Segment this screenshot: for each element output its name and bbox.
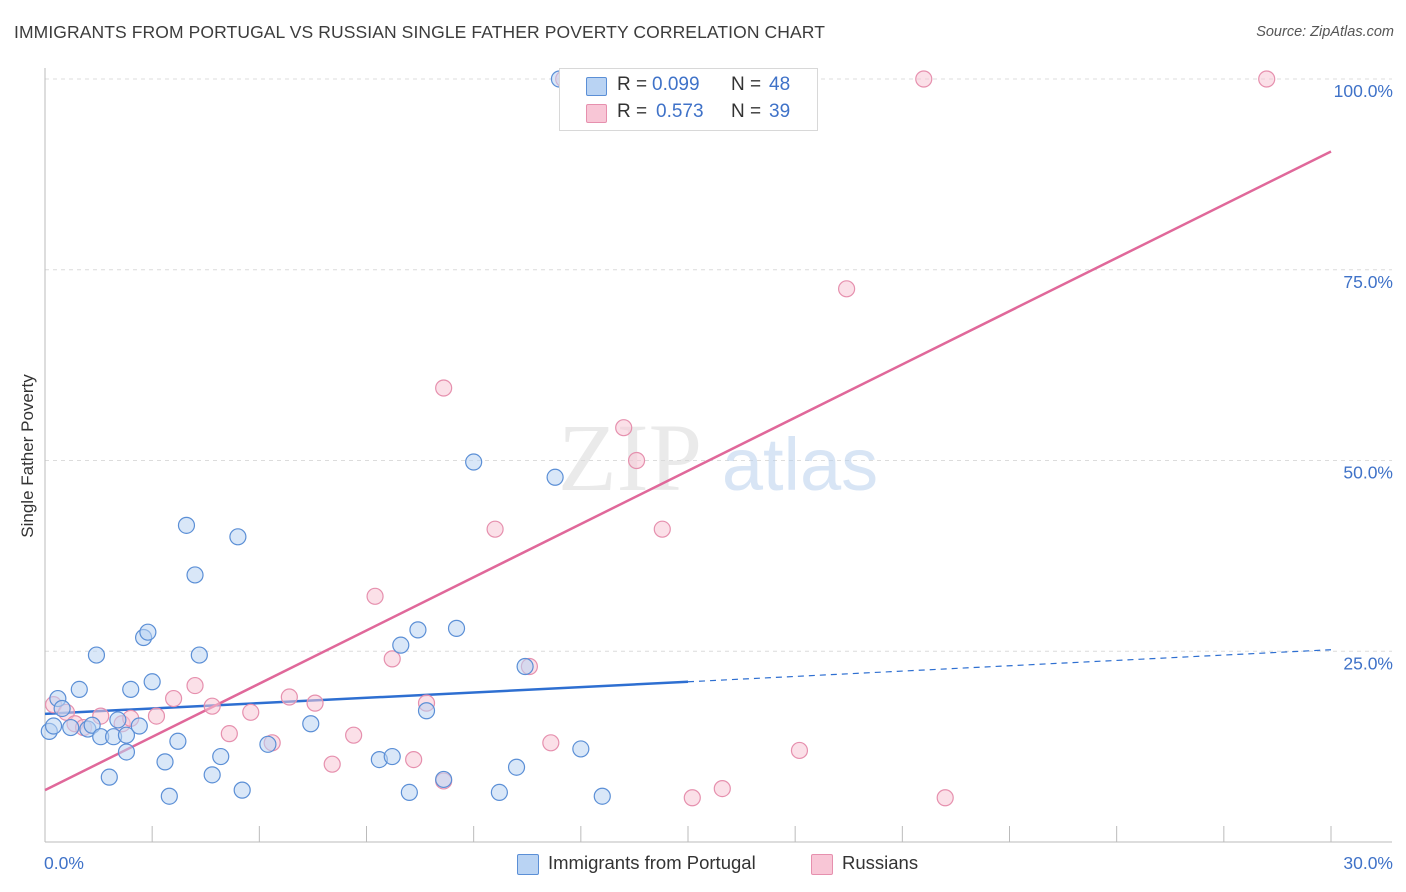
trend-lines (44, 150, 1332, 792)
point-portugal (160, 787, 178, 805)
point-russians (713, 779, 731, 798)
point-portugal (44, 717, 63, 735)
point-russians (790, 741, 809, 760)
point-portugal (302, 715, 320, 733)
point-russians (345, 726, 363, 744)
point-russians (147, 707, 166, 725)
point-russians (683, 789, 701, 807)
legend-r-label: R = (617, 74, 648, 95)
point-russians (1258, 70, 1276, 88)
legend-swatch-blue (586, 77, 607, 96)
point-russians (542, 734, 560, 752)
point-russians (186, 676, 204, 695)
point-portugal (229, 528, 247, 546)
legend-r-value: 0.099 (652, 74, 700, 95)
chart-title: IMMIGRANTS FROM PORTUGAL VS RUSSIAN SING… (14, 22, 826, 42)
point-russians (165, 689, 183, 708)
point-russians (280, 688, 298, 706)
point-portugal (83, 716, 101, 734)
point-portugal (117, 743, 136, 761)
point-russians (323, 755, 341, 773)
legend-n-value: 39 (769, 101, 791, 122)
point-russians (203, 697, 221, 715)
watermark: ZIP atlas (558, 404, 878, 511)
legend-r-value: 0.573 (656, 101, 704, 122)
point-portugal (109, 711, 127, 729)
legend-label: Russians (842, 852, 919, 873)
trend-line-portugal (44, 680, 689, 716)
legend-swatch-pink (586, 104, 607, 123)
point-portugal (156, 753, 174, 771)
point-portugal (572, 740, 590, 758)
trend-line-russians (44, 150, 1332, 792)
legend-r-label: R = (617, 101, 648, 122)
point-russians (838, 280, 856, 298)
point-portugal (400, 783, 418, 802)
point-russians (653, 520, 671, 538)
y-tick-label: 100.0% (1334, 81, 1393, 101)
x-tick-label: 30.0% (1343, 853, 1393, 873)
point-portugal (117, 726, 136, 744)
point-portugal (186, 566, 204, 584)
point-portugal (417, 702, 436, 720)
point-portugal (130, 717, 148, 735)
y-tick-label: 75.0% (1343, 272, 1393, 292)
point-portugal (465, 453, 483, 471)
point-portugal (546, 468, 564, 486)
point-portugal (392, 636, 410, 654)
watermark-atlas: atlas (722, 423, 878, 506)
legend-n-label: N = (731, 101, 762, 122)
point-russians (220, 725, 238, 743)
legend-n-value: 48 (769, 74, 791, 95)
point-russians (627, 451, 646, 470)
legend-n-label: N = (731, 74, 762, 95)
y-tick-label: 50.0% (1343, 463, 1393, 483)
point-russians (936, 789, 954, 807)
point-russians (306, 694, 324, 712)
point-portugal (177, 516, 196, 534)
point-portugal (62, 718, 80, 737)
point-portugal (139, 623, 157, 641)
point-russians (242, 703, 260, 721)
point-portugal (516, 657, 534, 676)
point-portugal (409, 621, 427, 639)
point-portugal (259, 735, 277, 753)
tick-labels: 25.0% 50.0% 75.0% 100.0% 0.0% 30.0% (44, 81, 1393, 873)
point-portugal (87, 646, 106, 664)
point-portugal (203, 766, 221, 784)
point-portugal (53, 699, 71, 718)
point-russians (615, 419, 633, 437)
point-russians (383, 650, 401, 668)
correlation-legend: R = 0.099 N = 48 R = 0.573 N = 39 (559, 68, 818, 131)
point-portugal (383, 747, 401, 766)
y-axis-label: Single Father Poverty (18, 374, 37, 538)
legend-swatch-pink (811, 854, 833, 875)
point-portugal (507, 758, 526, 776)
point-portugal (143, 673, 161, 691)
chart-source: Source: ZipAtlas.com (1256, 24, 1394, 40)
point-portugal (447, 619, 466, 637)
point-portugal (190, 646, 208, 664)
point-portugal (490, 783, 508, 802)
gridlines (45, 78, 1392, 652)
point-portugal (233, 781, 251, 799)
point-portugal (70, 680, 88, 699)
trend-line-portugal-extension (687, 649, 1332, 683)
point-russians (366, 587, 384, 605)
point-portugal (593, 787, 611, 805)
point-portugal (435, 770, 453, 789)
point-russians (915, 70, 933, 88)
legend-label: Immigrants from Portugal (548, 852, 756, 873)
point-portugal (169, 732, 187, 750)
x-tick-label: 0.0% (44, 853, 84, 873)
point-russians (435, 379, 453, 397)
y-tick-label: 25.0% (1343, 653, 1393, 673)
point-russians (405, 750, 423, 769)
point-portugal (212, 747, 230, 766)
point-portugal (100, 768, 118, 786)
point-russians (486, 520, 504, 538)
point-portugal (122, 680, 140, 699)
legend-swatch-blue (517, 854, 539, 875)
